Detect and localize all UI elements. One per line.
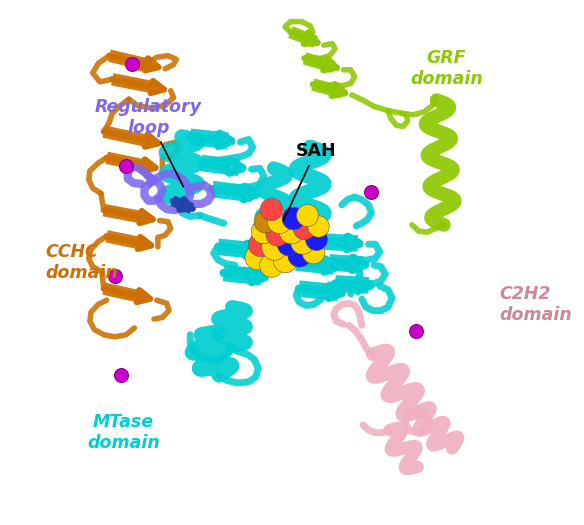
Point bbox=[288, 214, 298, 222]
Point bbox=[300, 224, 309, 233]
Point bbox=[274, 216, 284, 225]
Point bbox=[314, 222, 323, 230]
Point bbox=[283, 240, 293, 248]
Point bbox=[367, 187, 376, 196]
Point bbox=[110, 271, 120, 280]
Point bbox=[308, 248, 318, 256]
Point bbox=[261, 216, 270, 225]
Text: GRF
domain: GRF domain bbox=[410, 49, 483, 88]
Point bbox=[311, 235, 320, 243]
Point bbox=[252, 253, 262, 261]
Point bbox=[272, 229, 281, 238]
Text: Regulatory
loop: Regulatory loop bbox=[95, 98, 202, 187]
Point bbox=[266, 204, 276, 213]
Point bbox=[286, 227, 295, 235]
Point bbox=[255, 240, 265, 248]
Point bbox=[121, 161, 131, 170]
Point bbox=[294, 250, 304, 259]
Point bbox=[269, 243, 279, 251]
Point bbox=[127, 59, 136, 68]
Point bbox=[297, 237, 307, 246]
Point bbox=[280, 256, 290, 264]
Text: CCHC
domain: CCHC domain bbox=[46, 243, 118, 282]
Text: MTase
domain: MTase domain bbox=[87, 413, 159, 452]
Text: SAH: SAH bbox=[283, 142, 336, 220]
Point bbox=[303, 211, 312, 219]
Point bbox=[411, 327, 420, 335]
Point bbox=[258, 227, 267, 235]
Text: C2H2
domain: C2H2 domain bbox=[499, 285, 572, 324]
Point bbox=[116, 371, 125, 379]
Point bbox=[266, 261, 276, 269]
